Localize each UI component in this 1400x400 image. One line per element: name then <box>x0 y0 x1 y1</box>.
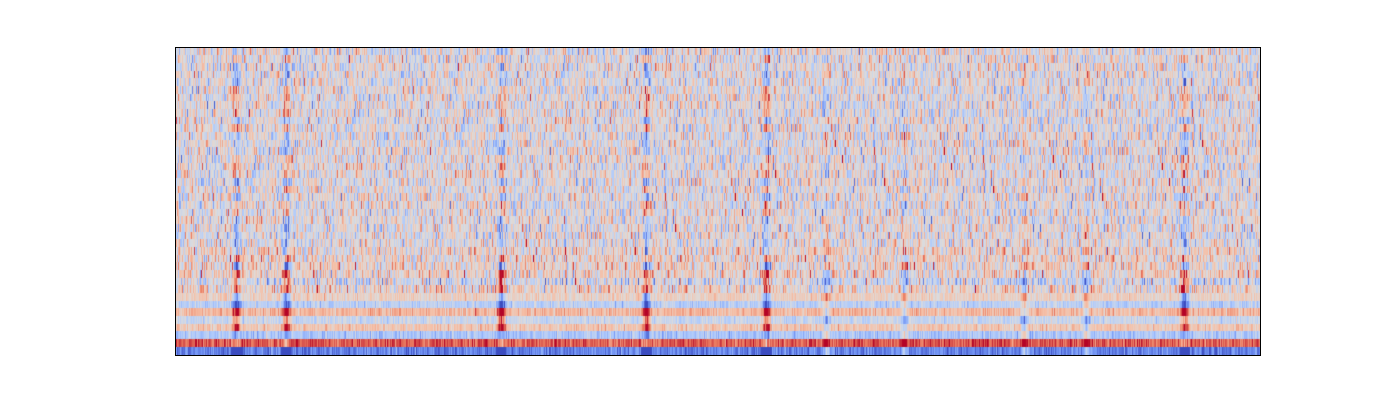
heatmap-image <box>176 48 1260 355</box>
heatmap-plot-area <box>176 48 1260 355</box>
